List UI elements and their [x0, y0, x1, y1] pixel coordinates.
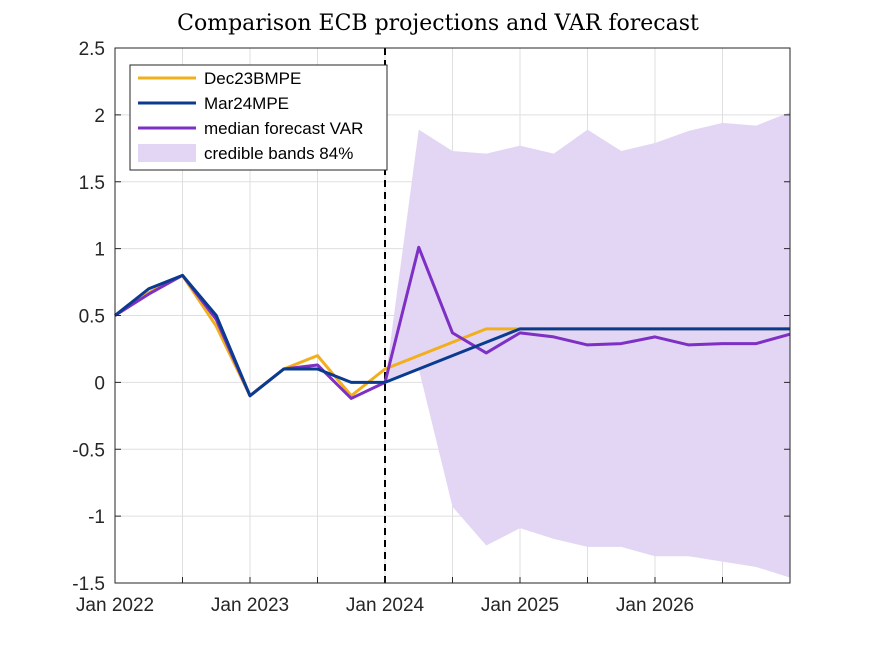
y-tick-label-3: 0	[94, 373, 105, 394]
legend-label-band: credible bands 84%	[204, 144, 353, 163]
y-axis-ticks: -1.5 -1 -0.5 0 0.5 1 1.5 2 2.5	[72, 39, 790, 595]
x-axis-ticks: Jan 2022 Jan 2023 Jan 2024 Jan 2025 Jan 2026	[76, 577, 791, 616]
y-tick-label-5: 1	[94, 240, 105, 261]
legend-label-2: median forecast VAR	[204, 119, 363, 138]
legend-swatch-band	[138, 144, 196, 162]
y-tick-label-7: 2	[94, 106, 105, 127]
y-tick-label-0: -1.5	[72, 574, 105, 595]
series-lines	[114, 245, 791, 400]
x-tick-label-0: Jan 2022	[76, 595, 154, 616]
x-tick-label-2: Jan 2024	[346, 595, 425, 616]
legend-label-1: Mar24MPE	[204, 94, 289, 113]
y-tick-label-2: -0.5	[72, 440, 105, 461]
legend-label-0: Dec23BMPE	[204, 69, 301, 88]
series-line-mar24mpe	[114, 273, 790, 398]
y-tick-label-8: 2.5	[79, 39, 105, 60]
x-tick-label-1: Jan 2023	[211, 595, 289, 616]
x-tick-label-4: Jan 2026	[616, 595, 694, 616]
x-tick-label-3: Jan 2025	[481, 595, 559, 616]
legend: Dec23BMPE Mar24MPE median forecast VAR cred…	[129, 64, 388, 171]
chart-title: Comparison ECB projections and VAR forec…	[177, 11, 699, 36]
y-tick-label-6: 1.5	[79, 173, 105, 194]
y-tick-label-1: -1	[88, 507, 105, 528]
y-tick-label-4: 0.5	[79, 307, 105, 328]
